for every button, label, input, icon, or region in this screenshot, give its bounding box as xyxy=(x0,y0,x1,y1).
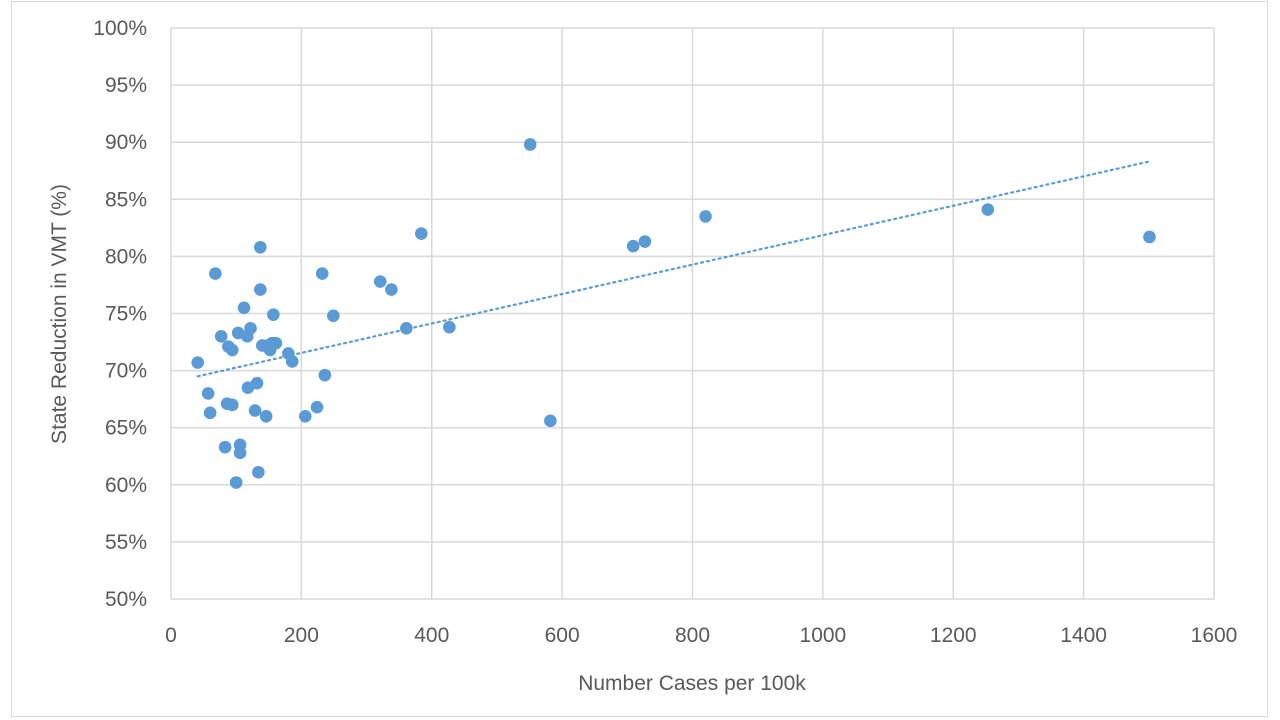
y-tick-label: 65% xyxy=(105,417,147,440)
data-point xyxy=(209,267,222,280)
data-point xyxy=(315,267,329,280)
data-point xyxy=(233,446,247,460)
data-point xyxy=(981,203,995,216)
data-point xyxy=(254,283,267,296)
data-point xyxy=(298,409,312,423)
data-point xyxy=(523,138,537,151)
data-point xyxy=(201,387,215,400)
data-point xyxy=(237,301,251,315)
y-axis-title: State Reduction in VMT (%) xyxy=(48,184,71,444)
y-tick-label: 85% xyxy=(105,188,147,211)
y-tick-label: 95% xyxy=(105,74,147,97)
gridlines xyxy=(170,27,1215,600)
data-point xyxy=(544,414,557,428)
data-point xyxy=(203,406,217,420)
y-tick-label: 70% xyxy=(105,360,147,383)
data-point xyxy=(191,356,205,369)
y-tick-label: 55% xyxy=(105,531,147,554)
data-point xyxy=(252,465,265,479)
data-point xyxy=(248,404,262,417)
y-tick-label: 100% xyxy=(93,17,147,40)
data-point xyxy=(638,235,652,248)
data-points xyxy=(191,138,1156,489)
data-point xyxy=(1143,230,1156,244)
data-point xyxy=(373,275,387,288)
data-point xyxy=(250,376,264,390)
x-axis-title: Number Cases per 100k xyxy=(578,672,806,695)
y-tick-label: 75% xyxy=(105,303,147,326)
data-point xyxy=(267,308,280,321)
data-point xyxy=(626,239,640,253)
data-point xyxy=(218,440,232,454)
data-point xyxy=(229,476,243,489)
y-axis-ticks: 50% 55% 60% 65% 70% 75% 80% 85% 90% 95% 100% xyxy=(93,17,147,611)
data-point xyxy=(318,368,332,382)
x-tick-label: 600 xyxy=(545,624,580,647)
data-point xyxy=(443,320,456,334)
x-tick-label: 400 xyxy=(414,624,449,647)
trendline xyxy=(196,160,1150,378)
y-tick-label: 90% xyxy=(105,131,147,154)
x-tick-label: 1200 xyxy=(930,624,977,647)
x-tick-label: 1600 xyxy=(1191,624,1238,647)
data-point xyxy=(415,227,428,240)
data-point xyxy=(310,400,324,414)
data-point xyxy=(244,322,257,335)
x-tick-label: 0 xyxy=(165,624,177,647)
y-tick-label: 60% xyxy=(105,474,147,497)
data-point xyxy=(225,398,239,412)
x-tick-label: 800 xyxy=(675,624,710,647)
data-point xyxy=(254,240,267,254)
chart-frame xyxy=(11,1,1268,717)
data-point xyxy=(385,283,398,296)
y-tick-label: 80% xyxy=(105,245,147,268)
data-point xyxy=(327,309,340,323)
data-point xyxy=(269,336,283,350)
linear-trendline xyxy=(196,160,1150,378)
x-tick-label: 1400 xyxy=(1060,624,1107,647)
data-point xyxy=(400,322,413,335)
data-point xyxy=(285,355,299,368)
data-point xyxy=(699,210,712,223)
x-axis-ticks: 0 200 400 600 800 1000 1200 1400 1600 xyxy=(165,624,1237,647)
data-point xyxy=(259,409,273,423)
data-point xyxy=(214,330,228,343)
data-point xyxy=(225,343,239,357)
x-tick-label: 200 xyxy=(284,624,319,647)
x-tick-label: 1000 xyxy=(800,624,847,647)
y-tick-label: 50% xyxy=(105,588,147,611)
